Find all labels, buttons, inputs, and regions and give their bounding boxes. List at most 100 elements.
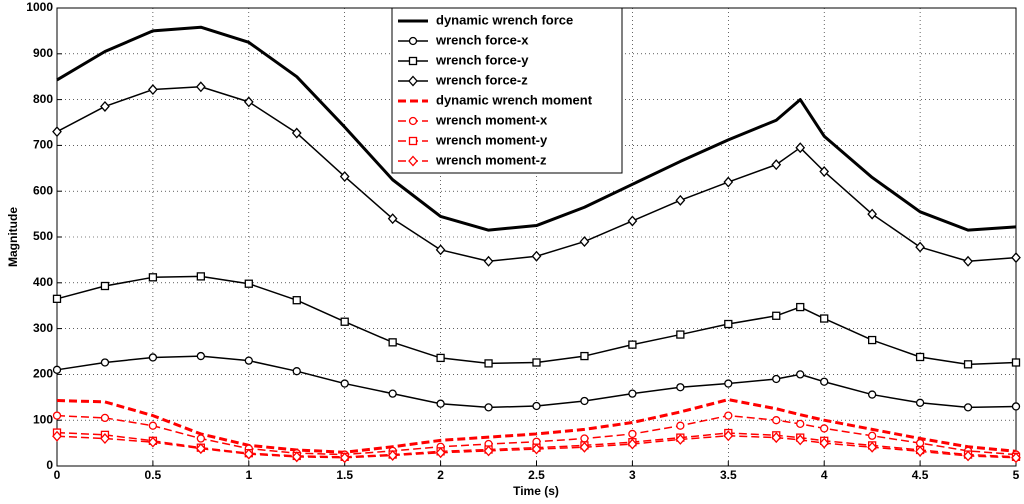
x-tick-label: 1 [245,468,252,482]
data-point [531,250,542,262]
data-point [148,436,158,448]
data-point [483,445,494,457]
data-point [435,244,446,256]
data-point [484,403,493,412]
legend-marker [408,136,418,146]
data-point [820,424,829,433]
x-tick-label: 5 [1013,468,1020,482]
data-point [52,365,62,374]
data-point [388,389,397,398]
data-point [676,421,685,430]
data-point [868,390,877,399]
legend-label: wrench moment-x [435,112,548,127]
data-point [820,377,829,386]
data-point [628,389,637,398]
x-tick-label: 2.5 [528,468,545,482]
x-tick-label: 1.5 [336,468,353,482]
x-tick-label: 4.5 [912,468,929,482]
data-point [627,215,638,227]
x-axis-label: Time (s) [513,484,559,498]
data-point [483,255,494,267]
legend-marker [408,75,418,87]
data-point [579,236,590,248]
legend-marker [408,116,418,126]
data-point [723,176,734,188]
data-point [628,340,637,349]
data-point [1011,358,1021,367]
data-point [100,433,110,444]
series-line [56,435,1017,459]
data-point [196,434,206,443]
data-point [148,421,158,430]
legend-label: wrench moment-z [435,152,547,167]
y-tick-label: 800 [33,92,53,106]
data-point [195,81,206,93]
data-point [676,383,685,392]
data-point [580,434,589,443]
data-point [387,213,398,225]
data-point [771,432,782,444]
data-point [436,353,445,363]
y-tick-label: 100 [33,412,53,426]
series-line [56,25,1017,232]
legend-label: wrench force-y [435,52,529,67]
y-tick-label: 900 [33,46,53,60]
data-point [963,360,973,369]
data-point [724,379,733,388]
data-point [1011,402,1021,411]
data-point [963,403,973,412]
data-point [243,448,254,460]
data-point [628,429,637,439]
data-point [291,451,302,463]
data-point [148,84,158,96]
x-tick-label: 2 [437,468,444,482]
data-point [340,317,349,326]
data-point [148,273,158,282]
data-point [1011,252,1021,264]
data-point [436,399,445,408]
data-point [196,272,206,281]
data-point [340,379,349,388]
data-point [868,335,877,345]
data-point [819,166,830,177]
data-point [195,443,206,455]
y-tick-label: 500 [33,229,53,243]
legend-label: dynamic wrench moment [436,92,593,107]
data-point [243,96,254,108]
series-line [56,431,1017,458]
data-point [867,441,878,453]
data-point [387,449,398,461]
series-line [56,398,1017,454]
series-line [56,355,1017,409]
data-point [795,142,806,154]
y-tick-label: 600 [33,183,53,197]
data-point [915,241,925,253]
legend-label: dynamic wrench force [436,12,573,27]
data-point [52,411,62,420]
data-point [772,416,781,425]
legend-box [391,7,623,174]
data-point [723,430,734,442]
data-point [244,356,253,365]
data-point [796,419,805,429]
data-point [627,438,638,450]
data-point [531,443,542,455]
data-point [795,434,806,446]
data-point [52,126,62,138]
data-point [148,353,158,362]
x-tick-label: 0 [54,468,61,482]
data-point [724,411,733,420]
data-point [100,413,110,423]
data-point [580,351,589,361]
series-line [56,414,1017,456]
legend-marker [408,56,418,66]
data-point [796,370,805,379]
legend-label: wrench force-x [435,32,529,47]
data-point [963,255,973,267]
data-point [819,437,830,449]
data-point [100,358,110,367]
x-tick-label: 3.5 [720,468,737,482]
data-point [100,281,110,291]
y-tick-label: 200 [33,367,53,381]
